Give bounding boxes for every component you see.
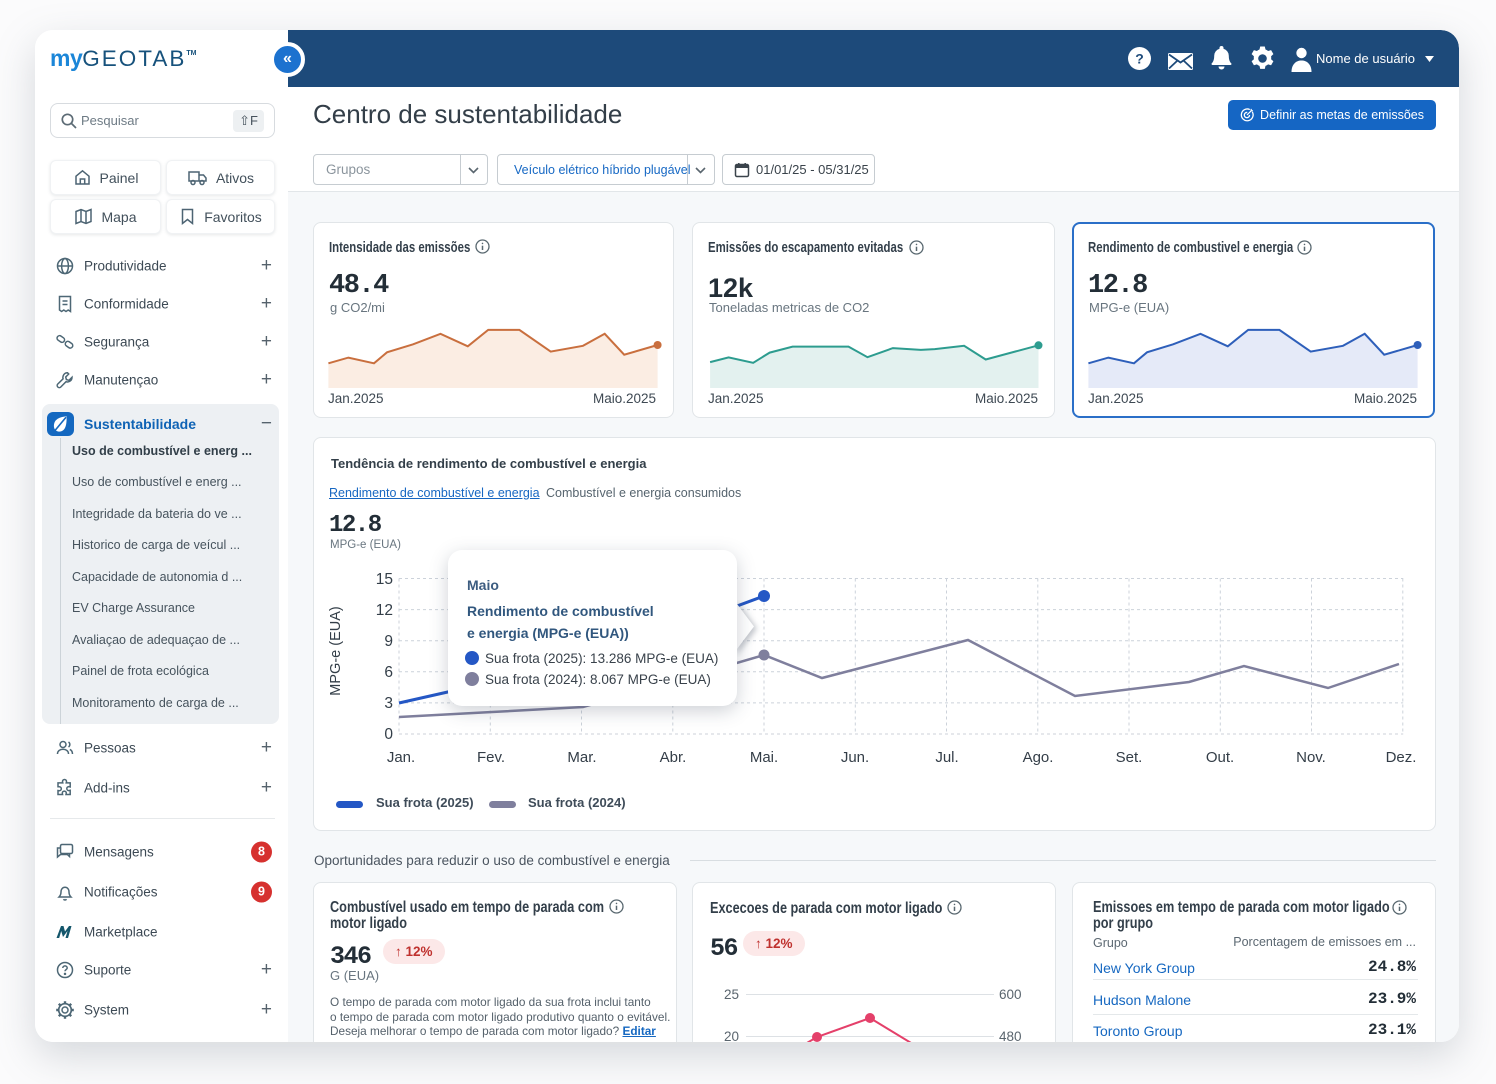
svg-text:Ago.: Ago. [1023,749,1054,766]
svg-text:Mar.: Mar. [567,749,596,766]
svg-text:0: 0 [384,726,393,743]
svg-text:9: 9 [384,633,393,650]
svg-text:Out.: Out. [1206,749,1234,766]
svg-text:Dez.: Dez. [1386,749,1417,766]
svg-text:Jul.: Jul. [935,749,958,766]
svg-text:Mai.: Mai. [750,749,778,766]
svg-text:?: ? [1135,51,1144,67]
svg-text:Nov.: Nov. [1296,749,1326,766]
svg-text:3: 3 [384,695,393,712]
svg-text:Jun.: Jun. [841,749,869,766]
svg-text:Set.: Set. [1116,749,1143,766]
svg-text:12: 12 [376,602,393,619]
svg-text:Abr.: Abr. [660,749,687,766]
svg-text:15: 15 [376,571,393,588]
svg-text:Jan.: Jan. [387,749,415,766]
svg-text:6: 6 [384,664,393,681]
svg-text:MPG-e (EUA): MPG-e (EUA) [328,606,344,695]
svg-text:Fev.: Fev. [477,749,505,766]
